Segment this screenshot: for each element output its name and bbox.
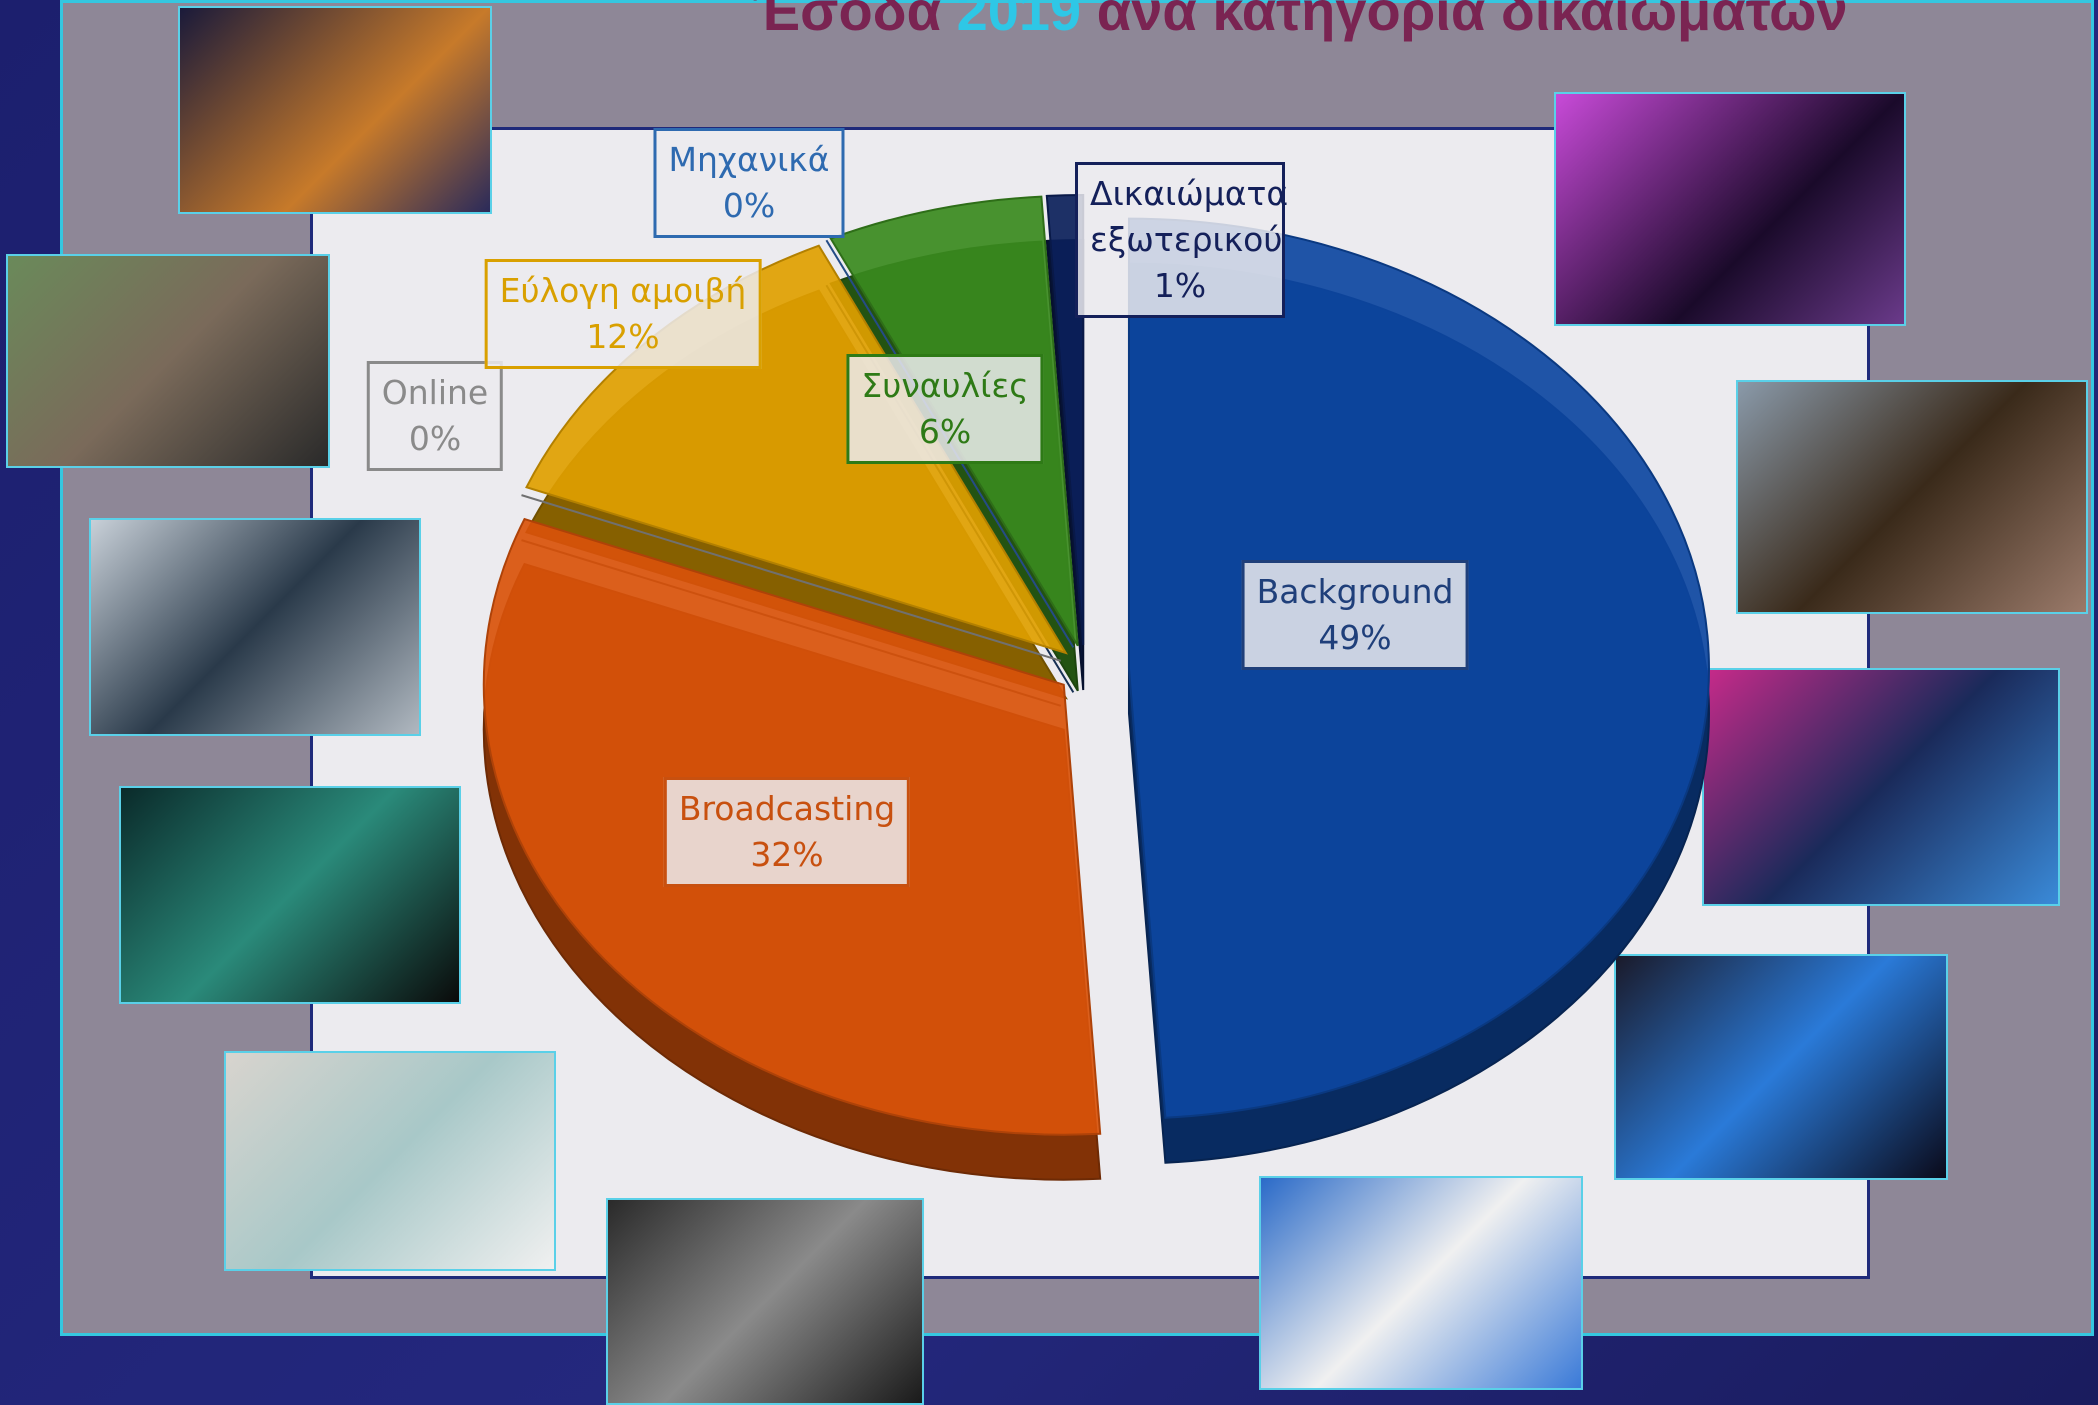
value-label: 0%	[668, 183, 829, 229]
value-label: 6%	[861, 409, 1028, 455]
category-name: Εύλογη αμοιβή	[500, 268, 747, 314]
value-label: 49%	[1257, 615, 1454, 661]
value-label: 32%	[679, 832, 895, 878]
category-name: Δικαιώματα εξωτερικού	[1090, 171, 1270, 263]
value-label: 0%	[382, 416, 488, 462]
slide: Έσοδα 2019 ανά κατηγορία δικαιωμάτων Bac…	[0, 0, 2098, 1405]
value-label: 12%	[500, 314, 747, 360]
value-label: 1%	[1090, 263, 1270, 309]
pie-chart	[0, 0, 2098, 1405]
category-name: Μηχανικά	[668, 137, 829, 183]
category-name: Online	[382, 370, 488, 416]
category-name: Συναυλίες	[861, 363, 1028, 409]
category-name: Broadcasting	[679, 786, 895, 832]
category-name: Background	[1257, 569, 1454, 615]
